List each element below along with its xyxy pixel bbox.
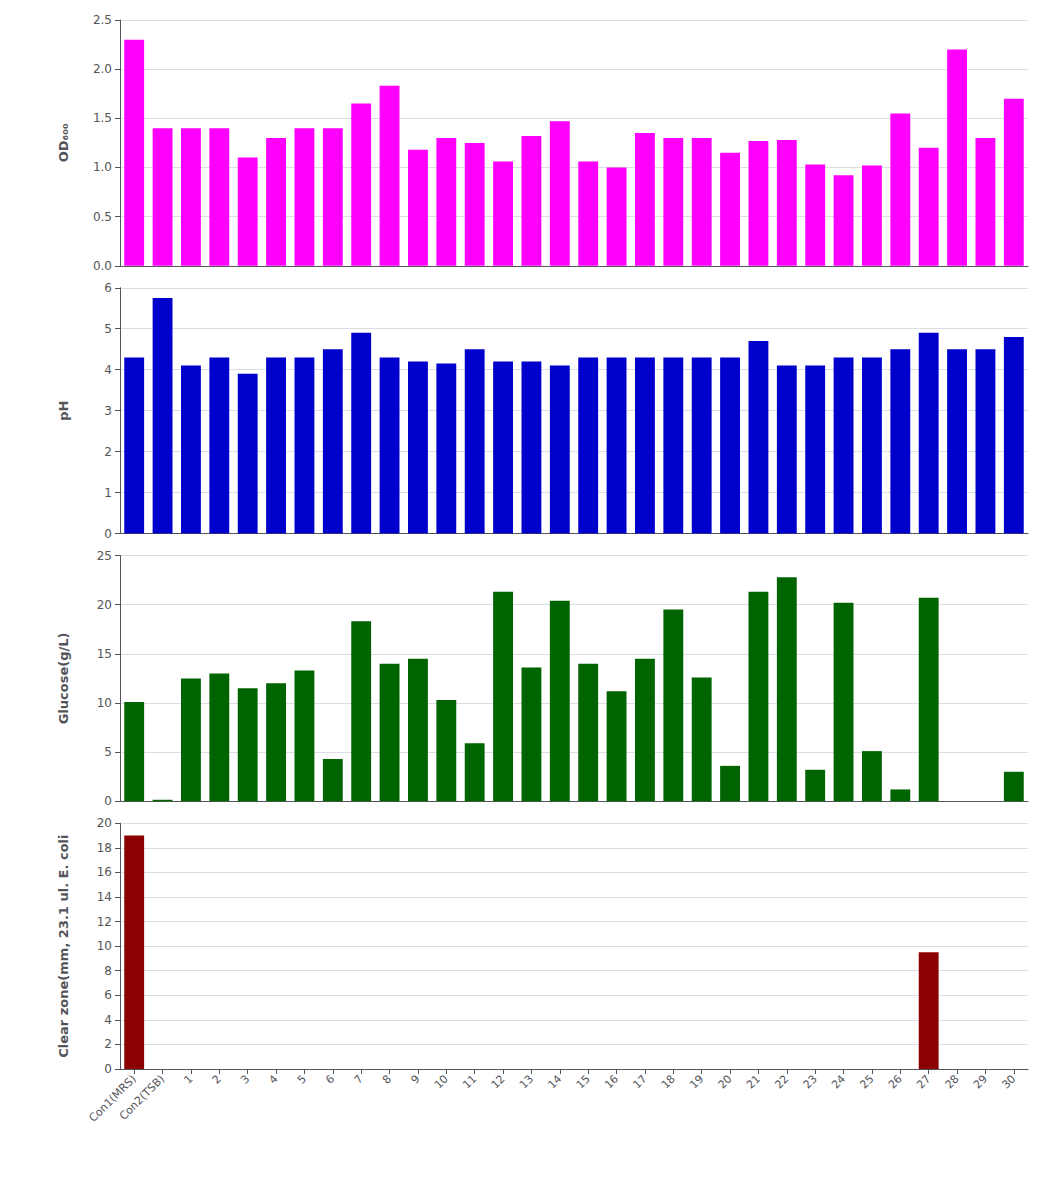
svg-text:9: 9 <box>408 1072 422 1086</box>
svg-text:0: 0 <box>104 527 112 541</box>
svg-text:4: 4 <box>267 1072 281 1086</box>
svg-text:0: 0 <box>104 1062 112 1076</box>
svg-text:11: 11 <box>460 1072 479 1091</box>
svg-text:18: 18 <box>97 841 112 855</box>
svg-text:2.0: 2.0 <box>93 62 112 76</box>
svg-text:5: 5 <box>104 322 112 336</box>
svg-text:Con2(TSB): Con2(TSB) <box>117 1072 167 1122</box>
svg-text:5: 5 <box>104 745 112 759</box>
svg-text:15: 15 <box>97 647 112 661</box>
svg-text:23: 23 <box>801 1072 820 1091</box>
svg-text:12: 12 <box>489 1072 508 1091</box>
svg-text:10: 10 <box>97 939 112 953</box>
svg-text:2: 2 <box>104 1037 112 1051</box>
svg-text:17: 17 <box>630 1072 649 1091</box>
svg-text:14: 14 <box>545 1072 564 1091</box>
svg-text:25: 25 <box>857 1072 876 1091</box>
svg-text:1: 1 <box>181 1072 195 1086</box>
svg-text:8: 8 <box>104 964 112 978</box>
svg-text:5: 5 <box>295 1072 309 1086</box>
svg-text:6: 6 <box>323 1072 337 1086</box>
svg-text:OD₆₀₀: OD₆₀₀ <box>56 123 71 162</box>
svg-text:27: 27 <box>914 1072 933 1091</box>
svg-text:4: 4 <box>104 1013 112 1027</box>
svg-text:Con1(MRS): Con1(MRS) <box>86 1072 139 1125</box>
svg-text:25: 25 <box>97 549 112 563</box>
svg-text:30: 30 <box>999 1072 1018 1091</box>
svg-text:3: 3 <box>238 1072 252 1086</box>
svg-text:14: 14 <box>97 890 112 904</box>
svg-text:0.0: 0.0 <box>93 259 112 273</box>
svg-text:13: 13 <box>517 1072 536 1091</box>
svg-text:16: 16 <box>602 1072 621 1091</box>
svg-text:4: 4 <box>104 363 112 377</box>
svg-text:12: 12 <box>97 915 112 929</box>
svg-text:26: 26 <box>886 1072 905 1091</box>
svg-text:1.5: 1.5 <box>93 111 112 125</box>
svg-text:16: 16 <box>97 865 112 879</box>
svg-text:10: 10 <box>432 1072 451 1091</box>
svg-text:2.5: 2.5 <box>93 13 112 27</box>
svg-text:24: 24 <box>829 1072 848 1091</box>
svg-text:Glucose(g/L): Glucose(g/L) <box>56 632 71 724</box>
svg-text:20: 20 <box>97 816 112 830</box>
svg-text:20: 20 <box>97 598 112 612</box>
svg-text:Clear zone(mm, 23.1 ul. E. col: Clear zone(mm, 23.1 ul. E. coli <box>56 834 71 1057</box>
svg-text:28: 28 <box>943 1072 962 1091</box>
svg-text:6: 6 <box>104 988 112 1002</box>
svg-text:2: 2 <box>210 1072 224 1086</box>
svg-text:3: 3 <box>104 404 112 418</box>
svg-text:7: 7 <box>352 1072 366 1086</box>
svg-text:1: 1 <box>104 486 112 500</box>
svg-text:15: 15 <box>574 1072 593 1091</box>
svg-text:0: 0 <box>104 794 112 808</box>
svg-text:0.5: 0.5 <box>93 210 112 224</box>
svg-text:19: 19 <box>687 1072 706 1091</box>
svg-text:1.0: 1.0 <box>93 160 112 174</box>
svg-text:2: 2 <box>104 445 112 459</box>
svg-text:22: 22 <box>772 1072 791 1091</box>
svg-text:8: 8 <box>380 1072 394 1086</box>
svg-text:18: 18 <box>659 1072 678 1091</box>
svg-text:10: 10 <box>97 696 112 710</box>
svg-text:21: 21 <box>744 1072 763 1091</box>
svg-text:6: 6 <box>104 281 112 295</box>
svg-text:29: 29 <box>971 1072 990 1091</box>
svg-text:20: 20 <box>716 1072 735 1091</box>
svg-text:pH: pH <box>56 401 71 421</box>
